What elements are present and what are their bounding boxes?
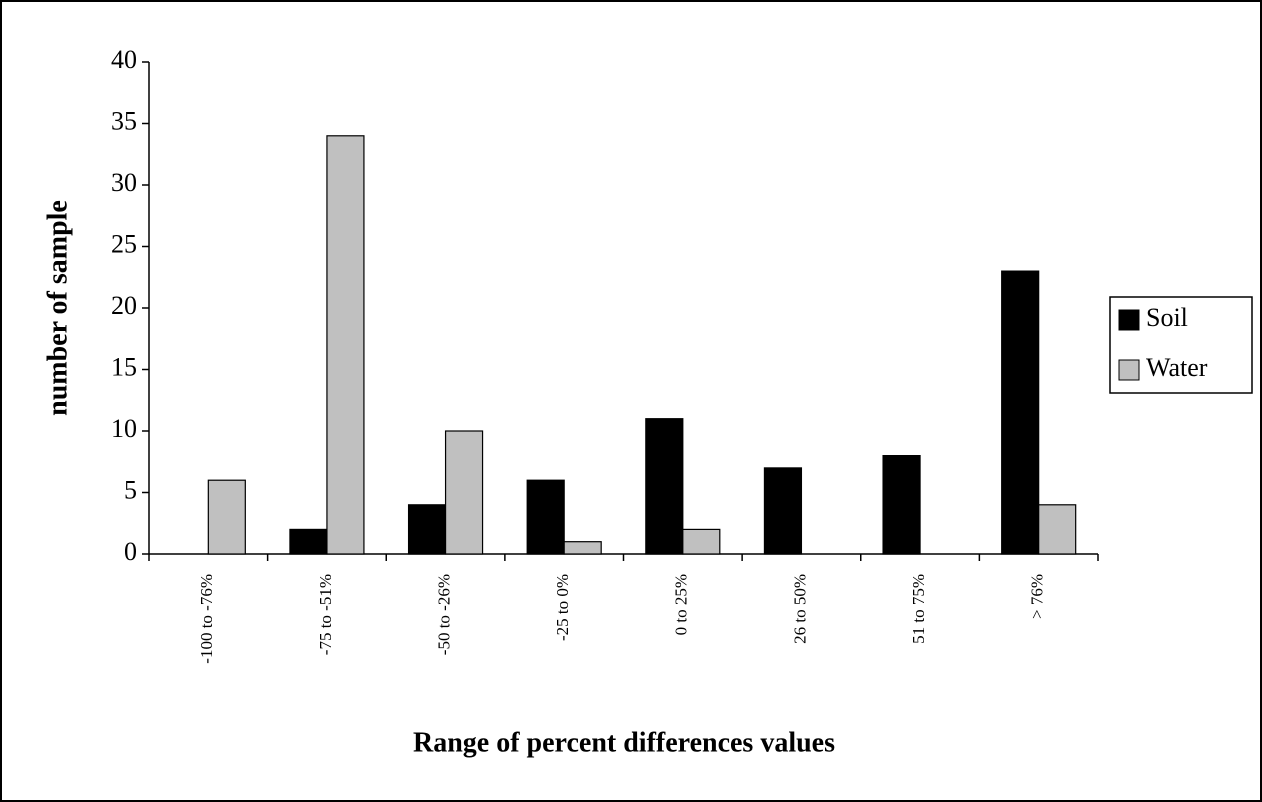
x-tick-label: > 76% — [1028, 574, 1047, 619]
bar — [444, 430, 484, 555]
bar — [563, 541, 602, 555]
bar — [882, 455, 921, 555]
bar — [1038, 504, 1077, 555]
x-axis-title: Range of percent differences values — [413, 727, 835, 758]
y-tick-label: 30 — [111, 168, 137, 197]
bar — [407, 504, 447, 555]
legend-swatch — [1118, 359, 1140, 381]
bar — [682, 528, 721, 555]
y-tick-label: 10 — [111, 414, 137, 443]
y-tick-label: 15 — [111, 352, 137, 381]
y-tick-label: 20 — [111, 291, 137, 320]
bar — [1001, 270, 1040, 555]
bar — [526, 479, 565, 555]
y-axis-title: number of sample — [42, 200, 73, 416]
legend-label: Soil — [1146, 303, 1188, 332]
y-tick-label: 35 — [111, 106, 137, 135]
y-tick-label: 25 — [111, 229, 137, 258]
bar — [207, 479, 246, 555]
legend-label: Water — [1146, 353, 1208, 382]
x-tick-label: -25 to 0% — [553, 574, 572, 641]
x-tick-label: -75 to -51% — [316, 574, 335, 655]
bar — [645, 418, 684, 555]
bar — [326, 135, 365, 555]
x-tick-label: -100 to -76% — [197, 574, 216, 664]
x-tick-label: -50 to -26% — [434, 574, 453, 655]
x-tick-label: 51 to 75% — [909, 574, 928, 644]
x-tick-label: 26 to 50% — [790, 574, 809, 644]
bar — [289, 528, 328, 555]
y-tick-label: 0 — [124, 537, 137, 566]
x-tick-label: 0 to 25% — [672, 574, 691, 635]
y-tick-label: 5 — [124, 475, 137, 504]
y-tick-label: 40 — [111, 45, 137, 74]
legend-swatch — [1118, 309, 1140, 331]
bar — [763, 467, 803, 555]
